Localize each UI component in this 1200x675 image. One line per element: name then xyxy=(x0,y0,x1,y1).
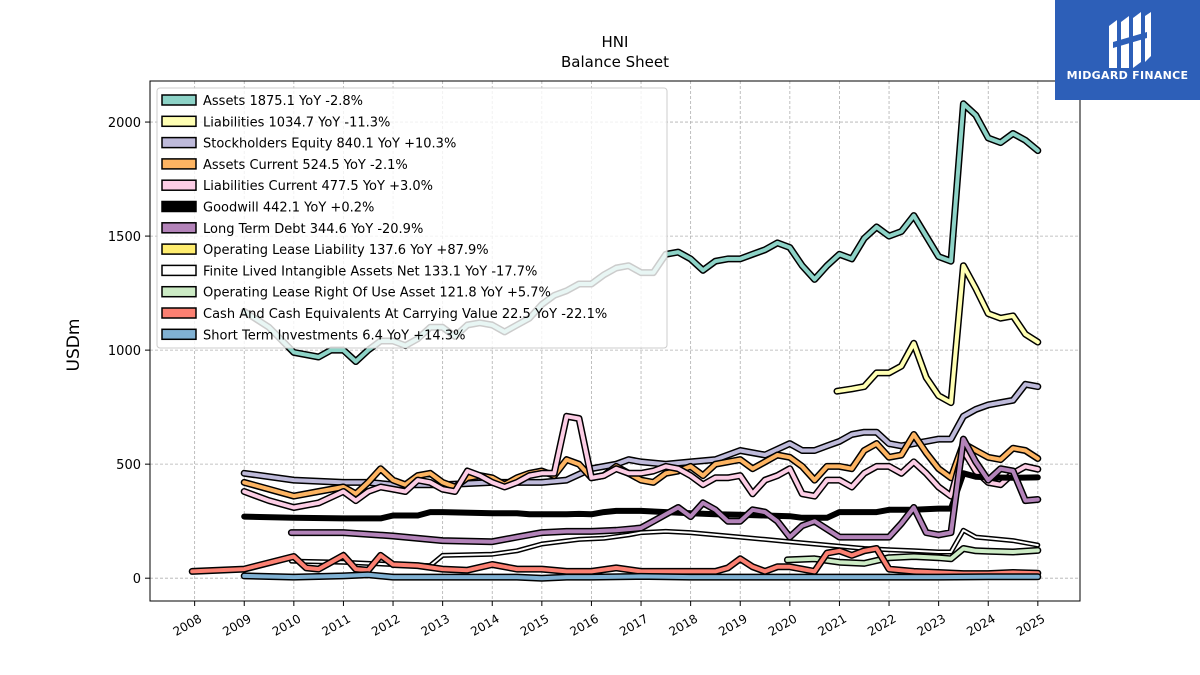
series-line-9 xyxy=(783,545,1042,567)
series-line-1 xyxy=(833,262,1042,407)
x-tick-label: 2011 xyxy=(319,611,352,638)
legend-item: Assets 1875.1 YoY -2.8% xyxy=(161,94,363,109)
legend-item: Stockholders Equity 840.1 YoY +10.3% xyxy=(161,136,456,152)
legend-label: Operating Lease Right Of Use Asset 121.8… xyxy=(203,286,551,301)
x-tick-label: 2009 xyxy=(220,611,253,638)
series-line-10 xyxy=(188,545,1042,578)
legend-item: Liabilities Current 477.5 YoY +3.0% xyxy=(161,179,433,194)
x-tick-label: 2025 xyxy=(1014,611,1047,638)
legend-item: Finite Lived Intangible Assets Net 133.1… xyxy=(161,264,537,279)
series-path xyxy=(242,572,1040,581)
chart-subtitle: Balance Sheet xyxy=(561,53,669,71)
x-tick-label: 2014 xyxy=(468,611,501,638)
x-tick-label: 2008 xyxy=(171,611,204,638)
legend-item: Cash And Cash Equivalents At Carrying Va… xyxy=(161,307,607,322)
legend-box xyxy=(156,87,668,349)
y-tick-label: 0 xyxy=(133,572,141,587)
series-path xyxy=(835,263,1040,405)
x-axis: 2008 2009 2010 2011 2012 2013 2014 2015 2016 2017… xyxy=(171,601,1047,639)
legend-swatch xyxy=(161,328,197,341)
x-tick-label: 2019 xyxy=(716,611,749,638)
legend-item: Short Term Investments 6.4 YoY +14.3% xyxy=(161,328,465,343)
x-tick-label: 2023 xyxy=(915,611,948,638)
plot-frame xyxy=(149,80,1081,602)
legend-swatch xyxy=(161,243,197,255)
legend-label: Finite Lived Intangible Assets Net 133.1… xyxy=(203,264,537,279)
legend: Assets 1875.1 YoY -2.8% Liabilities 1034.… xyxy=(156,87,668,349)
y-axis: 0 500 1000 1500 2000 xyxy=(108,116,150,587)
x-tick-label: 2021 xyxy=(815,611,848,638)
legend-label: Liabilities 1034.7 YoY -11.3% xyxy=(203,115,390,130)
series-line-6 xyxy=(287,435,1042,546)
legend-label: Liabilities Current 477.5 YoY +3.0% xyxy=(203,179,433,194)
legend-item: Goodwill 442.1 YoY +0.2% xyxy=(161,200,374,216)
x-tick-label: 2013 xyxy=(419,611,452,638)
legend-label: Long Term Debt 344.6 YoY -20.9% xyxy=(203,222,423,237)
legend-label: Short Term Investments 6.4 YoY +14.3% xyxy=(203,328,465,343)
series-path xyxy=(242,432,1040,499)
x-tick-label: 2018 xyxy=(667,611,700,638)
legend-item: Operating Lease Right Of Use Asset 121.8… xyxy=(161,285,551,301)
y-tick-label: 500 xyxy=(116,458,141,473)
legend-swatch xyxy=(161,285,197,298)
series-path xyxy=(242,414,1040,510)
series-path xyxy=(290,529,1039,567)
series-line-4 xyxy=(240,412,1042,511)
legend-item: Operating Lease Liability 137.6 YoY +87.… xyxy=(161,243,489,258)
legend-label: Cash And Cash Equivalents At Carrying Va… xyxy=(203,307,607,322)
x-tick-label: 2020 xyxy=(766,611,799,638)
legend-item: Liabilities 1034.7 YoY -11.3% xyxy=(161,115,390,130)
x-tick-label: 2022 xyxy=(865,611,898,638)
x-tick-label: 2017 xyxy=(617,611,650,638)
x-tick-label: 2012 xyxy=(369,611,402,638)
legend-swatch xyxy=(161,115,197,128)
series-path xyxy=(190,546,1040,576)
legend-item: Assets Current 524.5 YoY -2.1% xyxy=(161,158,408,173)
series-path xyxy=(785,546,1040,566)
x-tick-label: 2024 xyxy=(964,611,997,638)
legend-swatch xyxy=(161,136,197,149)
legend-item: Long Term Debt 344.6 YoY -20.9% xyxy=(161,222,423,237)
legend-swatch xyxy=(161,179,197,191)
series-line-8 xyxy=(288,527,1041,569)
legend-swatch xyxy=(161,307,197,319)
chart-title: HNI xyxy=(602,33,629,51)
legend-swatch xyxy=(161,158,197,170)
series-path xyxy=(289,437,1040,544)
series-line-3 xyxy=(240,431,1042,500)
brand-name: MIDGARD FINANCE xyxy=(1066,69,1189,82)
legend-swatch xyxy=(161,94,197,106)
legend-swatch xyxy=(161,264,197,277)
legend-swatch xyxy=(161,222,197,234)
y-tick-label: 1500 xyxy=(108,230,141,245)
brand-logo: MIDGARD FINANCE xyxy=(1055,0,1200,100)
legend-label: Assets 1875.1 YoY -2.8% xyxy=(203,94,363,109)
y-tick-label: 2000 xyxy=(108,116,141,131)
legend-swatch xyxy=(161,200,197,213)
legend-label: Operating Lease Liability 137.6 YoY +87.… xyxy=(203,243,489,258)
y-tick-label: 1000 xyxy=(108,344,141,359)
brand-mark-icon xyxy=(1109,12,1151,68)
legend-label: Stockholders Equity 840.1 YoY +10.3% xyxy=(203,137,456,152)
y-axis-label: USDm xyxy=(64,319,84,372)
legend-label: Assets Current 524.5 YoY -2.1% xyxy=(203,158,408,173)
x-tick-label: 2015 xyxy=(518,611,551,638)
series-line-11 xyxy=(240,571,1042,582)
x-tick-label: 2016 xyxy=(567,611,600,638)
legend-label: Goodwill 442.1 YoY +0.2% xyxy=(203,201,374,216)
x-tick-label: 2010 xyxy=(270,611,303,638)
